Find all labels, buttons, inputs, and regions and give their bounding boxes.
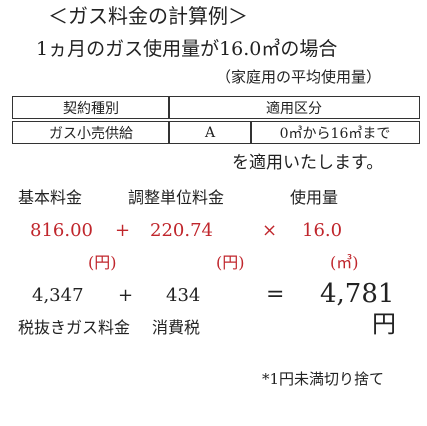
table-cell: A <box>168 121 252 144</box>
result-value: 434 <box>166 285 201 306</box>
formula-label: 基本料金 <box>18 188 83 207</box>
applies-text: を適用いたします。 <box>232 153 384 173</box>
formula-label: 使用量 <box>290 188 339 207</box>
formula-label: 調整単位料金 <box>128 188 225 207</box>
result-operator: = <box>266 282 285 307</box>
result-label: 税抜きガス料金 <box>18 318 131 337</box>
note: （家庭用の平均使用量） <box>216 68 382 86</box>
subtitle: 1ヵ月のガス使用量が16.0㎥の場合 <box>36 38 338 60</box>
formula-value: 16.0 <box>302 220 343 241</box>
table-cell: ガス小売供給 <box>12 121 170 144</box>
table-header-cell: 適用区分 <box>168 96 420 119</box>
result-operator: + <box>118 285 134 306</box>
table-cell: 0㎥から16㎥まで <box>250 121 420 144</box>
table-header-cell: 契約種別 <box>12 96 170 119</box>
formula-operator: + <box>115 220 131 241</box>
formula-unit: (㎥) <box>330 253 359 272</box>
formula-unit: (円) <box>88 253 117 272</box>
formula-unit: (円) <box>216 253 245 272</box>
result-value: 4,347 <box>32 285 84 306</box>
formula-operator: × <box>262 220 278 241</box>
footnote: *1円未満切り捨て <box>262 370 385 388</box>
formula-value: 816.00 <box>30 220 93 241</box>
formula-value: 220.74 <box>150 220 213 241</box>
title: ＜ガス料金の計算例＞ <box>48 4 248 28</box>
result-total: 4,781 <box>320 279 395 309</box>
result-unit: 円 <box>372 310 396 338</box>
result-label: 消費税 <box>152 318 201 337</box>
